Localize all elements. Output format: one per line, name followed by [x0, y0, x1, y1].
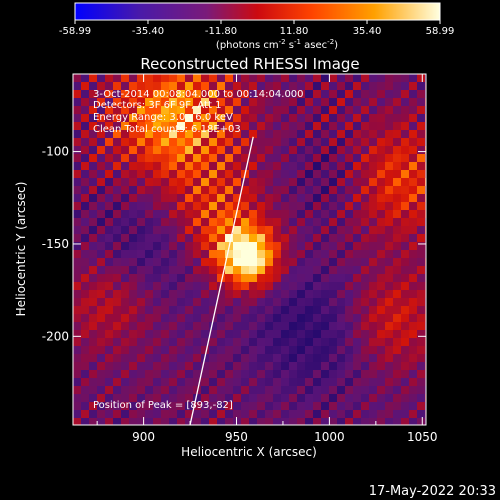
colorbar-tick-label: -58.99	[59, 26, 91, 37]
x-tick-label: 950	[225, 430, 248, 444]
colorbar-ticks: -58.99 -35.40 -11.80 11.80 35.40 58.99	[59, 20, 454, 37]
colorbar-units-label: (photons cm-2 s-1 asec-2)	[216, 38, 338, 51]
y-tick-label: -150	[42, 237, 69, 251]
colorbar-tick-label: 11.80	[280, 26, 309, 37]
x-tick-label: 900	[132, 430, 155, 444]
plot-frame	[72, 73, 427, 426]
y-axis-title: Heliocentric Y (arcsec)	[14, 182, 28, 317]
rhessi-image	[73, 74, 426, 425]
colorbar-tick-label: -35.40	[132, 26, 164, 37]
detectors-annotation: Detectors: 3F 6F 9F, Att 1	[93, 100, 221, 111]
y-tick-label: -100	[42, 145, 69, 159]
x-tick-label: 1050	[407, 430, 438, 444]
x-tick-label: 1000	[314, 430, 345, 444]
colorbar-tick-label: -11.80	[205, 26, 237, 37]
time-range-annotation: 3-Oct-2014 00:08:04.000 to 00:14:04.000	[93, 89, 304, 100]
clean-counts-annotation: Clean Total counts: 6.18E+03	[93, 124, 241, 135]
plot-title: Reconstructed RHESSI Image	[140, 55, 359, 73]
y-tick-label: -200	[42, 329, 69, 343]
footer-date: 17-May-2022 20:33	[369, 484, 496, 499]
x-axis-title: Heliocentric X (arcsec)	[181, 445, 317, 459]
colorbar-tick-label: 35.40	[353, 26, 382, 37]
solar-limb-line	[189, 136, 254, 425]
colorbar-tick-label: 58.99	[426, 26, 455, 37]
peak-position-annotation: Position of Peak = [893,-82]	[93, 400, 233, 411]
colorbar	[74, 2, 441, 21]
axis-ticks: 900 950 1000 1050 -100 -150 -200	[42, 74, 438, 444]
energy-range-annotation: Energy Range: 3.0 - 6.0 keV	[93, 112, 233, 123]
